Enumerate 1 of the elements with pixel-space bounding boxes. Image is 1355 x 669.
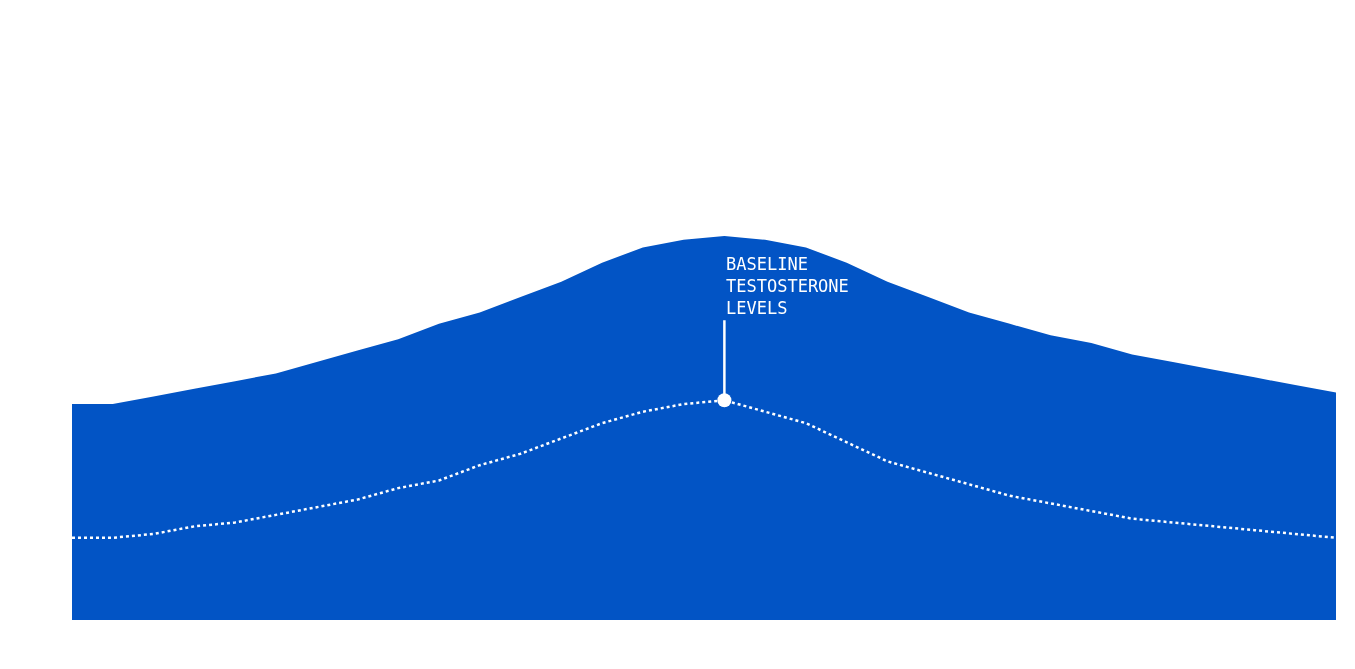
annotation: BASELINE TESTOSTERONE LEVELS: [726, 254, 849, 319]
